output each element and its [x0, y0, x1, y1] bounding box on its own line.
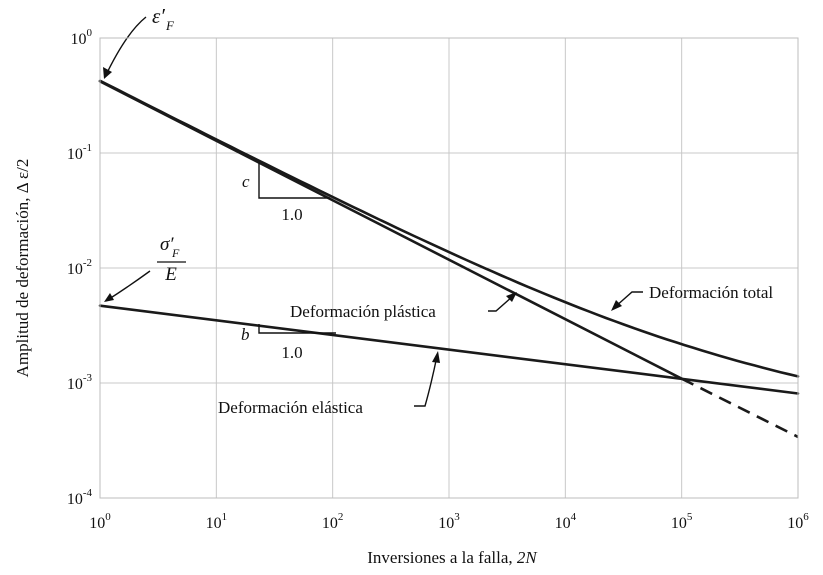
elastic-leader — [414, 355, 438, 407]
series-curves — [98, 79, 800, 439]
plastic-arrowhead — [506, 292, 517, 302]
slope-triangle-c — [258, 163, 330, 199]
slope-run-c: 1.0 — [281, 205, 302, 224]
slope-label-c: c — [242, 172, 250, 191]
sigma-f-denominator: E — [164, 264, 177, 285]
epsilon-f-arrow — [104, 16, 147, 78]
epsilon-f-subscript: F — [165, 18, 175, 33]
epsilon-f-label: ε′ — [152, 4, 165, 28]
y-tick-label-2: 10-2 — [67, 257, 92, 278]
x-axis-tick-labels: 100 101 102 103 104 105 106 — [89, 511, 809, 532]
elastic-arrowhead — [432, 351, 440, 363]
sigma-f-subscript: F — [171, 246, 180, 260]
x-tick-label-5: 105 — [671, 511, 693, 532]
y-tick-label-0: 100 — [71, 27, 93, 48]
label-elastic: Deformación elástica — [218, 398, 363, 417]
x-tick-label-3: 103 — [438, 511, 460, 532]
y-tick-label-1: 10-1 — [67, 142, 92, 163]
y-axis-title: Amplitud de deformación, Δ ε/2 — [13, 159, 32, 378]
y-tick-label-4: 10-4 — [67, 487, 93, 508]
slope-triangle-b — [258, 324, 336, 334]
total-leader — [614, 291, 643, 308]
plot-frame — [99, 37, 799, 499]
x-tick-label-1: 101 — [206, 511, 228, 532]
sigma-f-arrow — [105, 270, 151, 302]
label-plastic: Deformación plástica — [290, 302, 436, 321]
x-tick-label-4: 104 — [555, 511, 577, 532]
x-tick-label-6: 106 — [787, 511, 809, 532]
x-tick-label-0: 100 — [89, 511, 111, 532]
total-arrowhead — [611, 300, 622, 311]
x-axis-title: Inversiones a la falla, 2N — [367, 548, 538, 567]
grid-lines — [99, 37, 799, 499]
slope-label-b: b — [241, 325, 250, 344]
series-elastic-line — [98, 304, 800, 395]
series-plastic-extension — [681, 377, 799, 439]
label-total: Deformación total — [649, 283, 773, 302]
y-axis-tick-labels: 100 10-1 10-2 10-3 10-4 — [67, 27, 93, 508]
sigma-f-arrowhead — [104, 293, 114, 302]
series-total-line — [98, 79, 800, 378]
x-tick-label-2: 102 — [322, 511, 344, 532]
slope-run-b: 1.0 — [281, 343, 302, 362]
y-tick-label-3: 10-3 — [67, 372, 93, 393]
epsilon-f-arrowhead — [103, 67, 112, 79]
sigma-f-label: σ′ — [160, 234, 174, 255]
plastic-leader — [488, 295, 514, 312]
